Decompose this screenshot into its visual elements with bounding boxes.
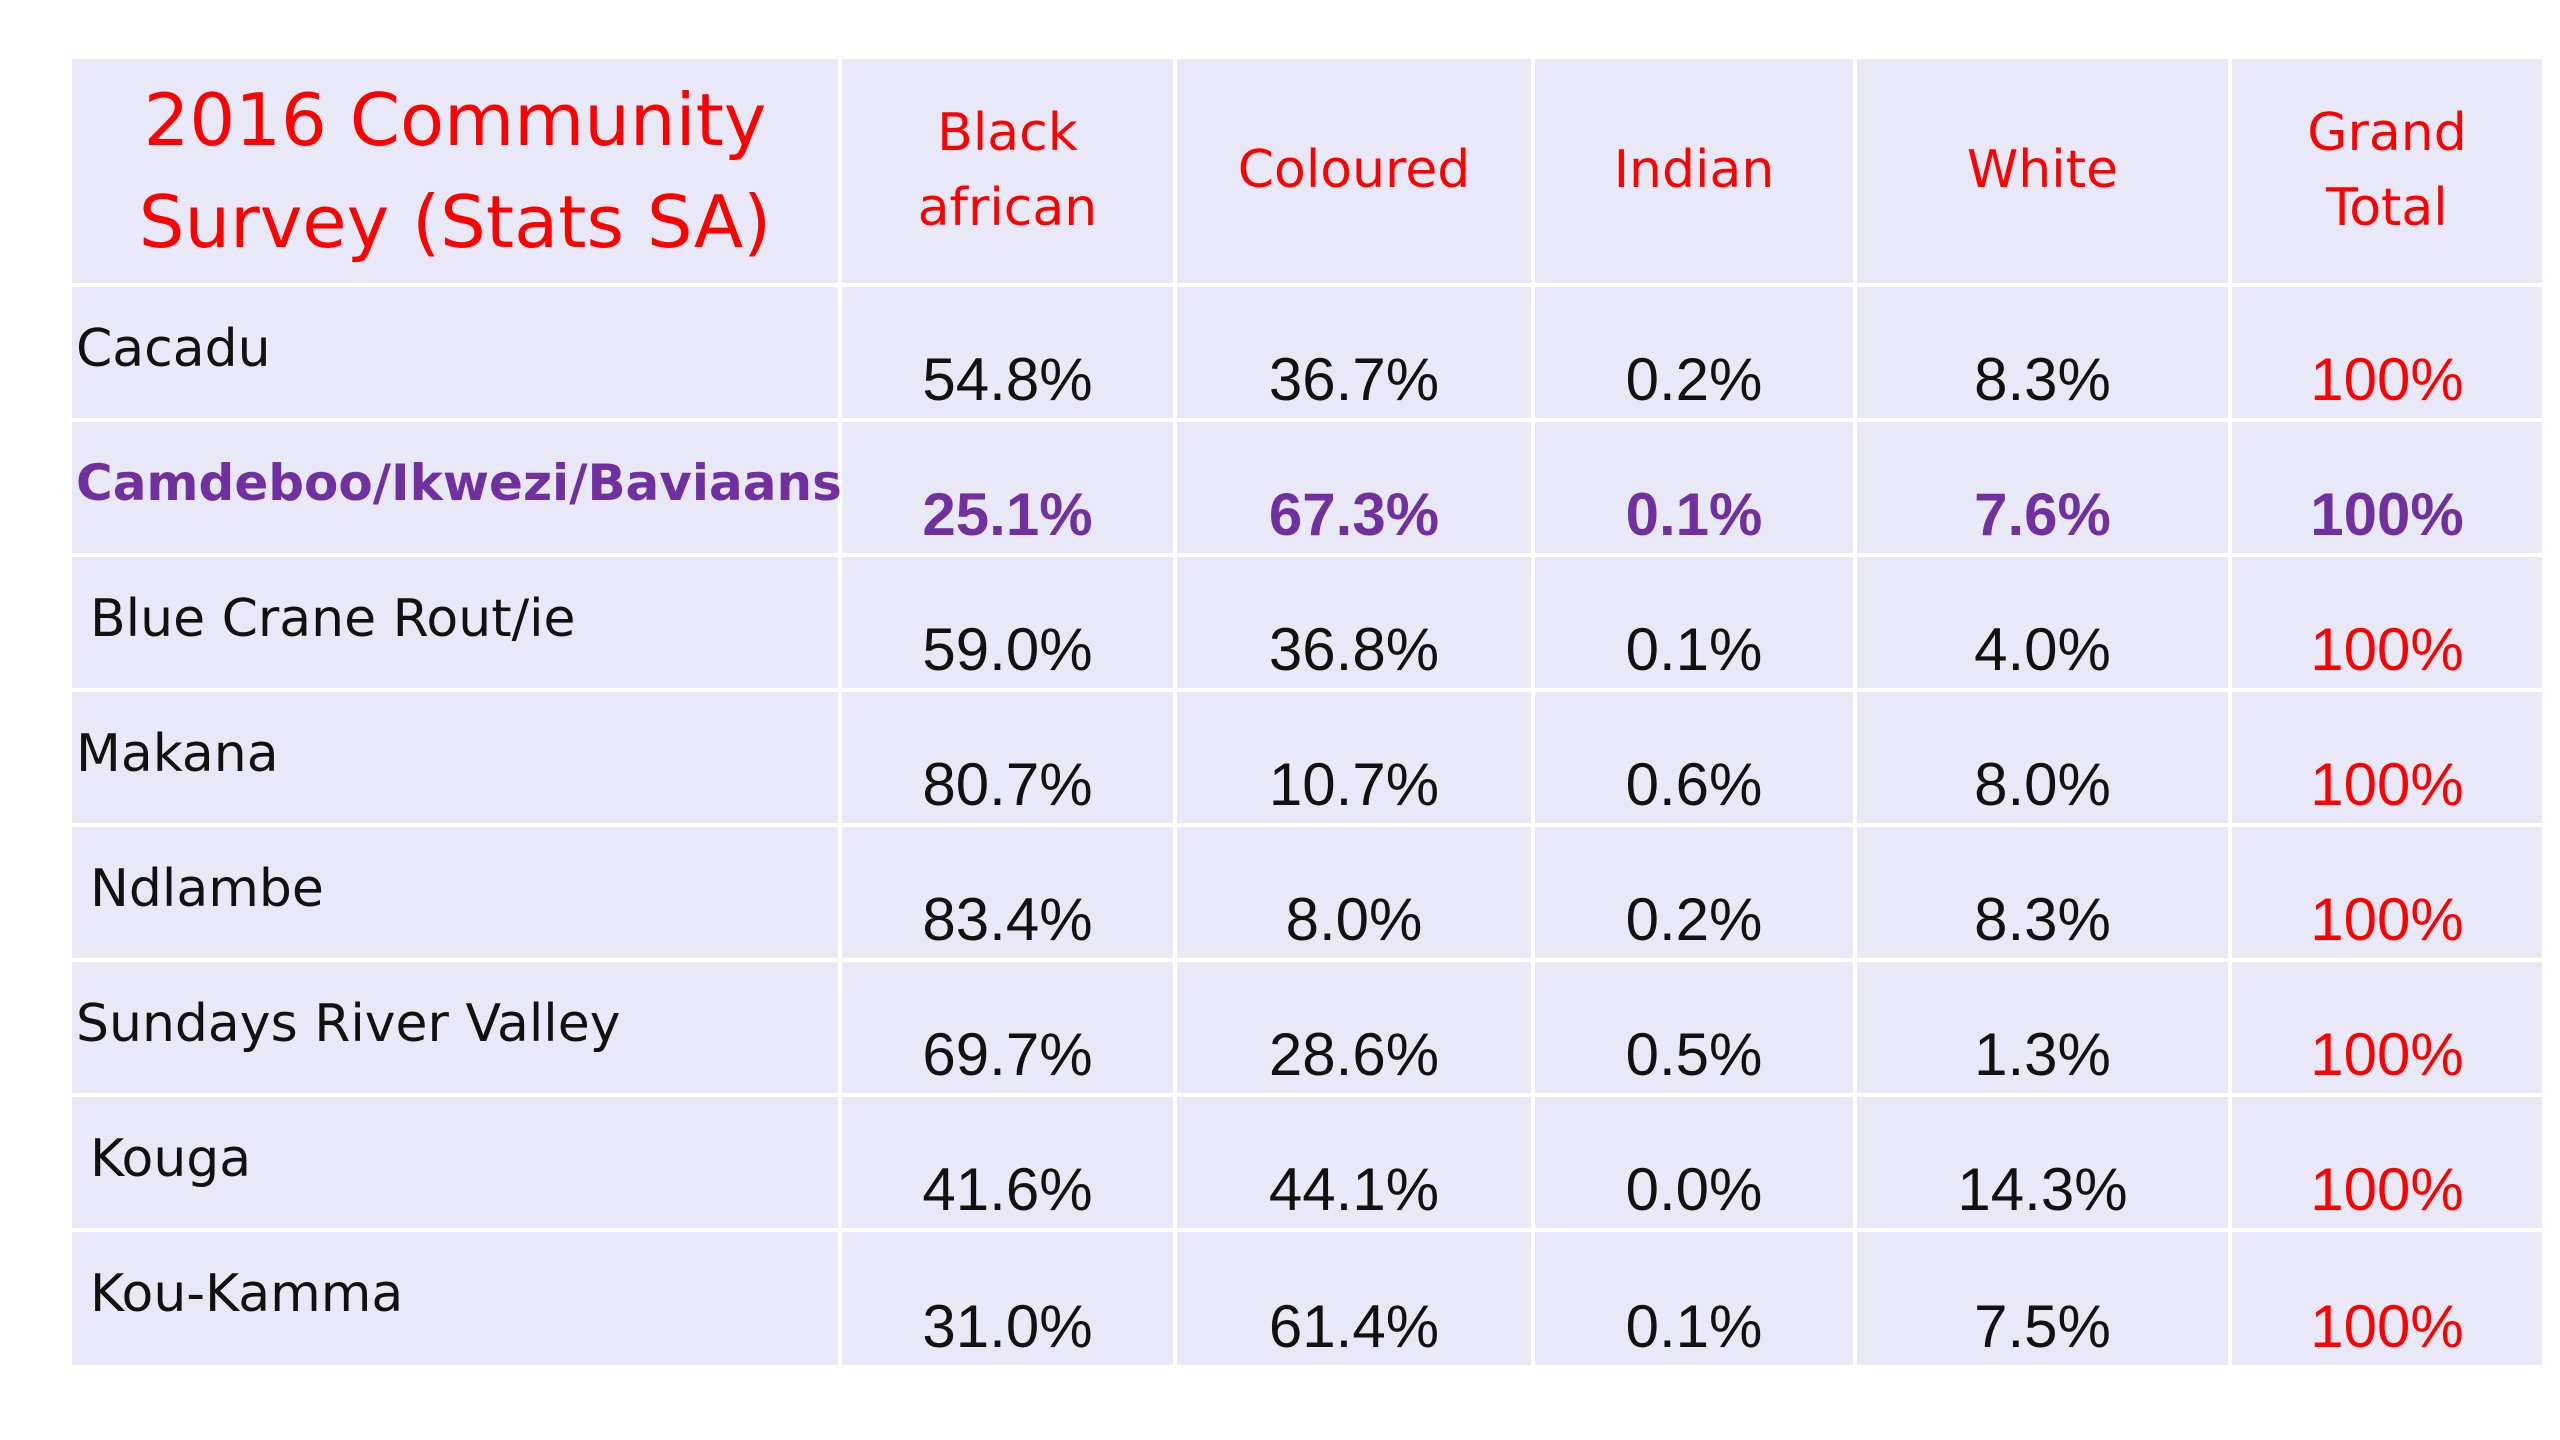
indian-value: 0.2% — [1533, 285, 1857, 422]
white-value: 8.3% — [1855, 825, 2232, 962]
grand-total-value: 100% — [2230, 690, 2542, 827]
region-name: Blue Crane Rout/ie — [72, 555, 842, 692]
white-value: 1.3% — [1855, 960, 2232, 1097]
white-value: 8.0% — [1855, 690, 2232, 827]
table-title: 2016 Community Survey (Stats SA) — [72, 59, 842, 287]
column-header-line1: Indian — [1613, 140, 1775, 201]
column-header-line1: Coloured — [1237, 140, 1471, 201]
table-row: Makana 80.7% 10.7% 0.6% 8.0% 100% — [72, 690, 2542, 827]
black-african-value: 41.6% — [840, 1095, 1177, 1232]
region-name: Kou-Kamma — [72, 1230, 842, 1365]
coloured-value: 61.4% — [1175, 1230, 1535, 1365]
grand-total-value: 100% — [2230, 285, 2542, 422]
table-title-line2: Survey (Stats SA) — [138, 180, 772, 264]
indian-value: 0.1% — [1533, 420, 1857, 557]
table-row: Ndlambe 83.4% 8.0% 0.2% 8.3% 100% — [72, 825, 2542, 962]
region-name: Kouga — [72, 1095, 842, 1232]
black-african-value: 25.1% — [840, 420, 1177, 557]
black-african-value: 80.7% — [840, 690, 1177, 827]
table-row: Blue Crane Rout/ie 59.0% 36.8% 0.1% 4.0%… — [72, 555, 2542, 692]
column-header-coloured: Coloured — [1175, 59, 1535, 287]
column-header-white: White — [1855, 59, 2232, 287]
column-header-line2: Total — [2326, 178, 2448, 238]
coloured-value: 36.8% — [1175, 555, 1535, 692]
white-value: 7.5% — [1855, 1230, 2232, 1365]
indian-value: 0.0% — [1533, 1095, 1857, 1232]
coloured-value: 28.6% — [1175, 960, 1535, 1097]
indian-value: 0.1% — [1533, 1230, 1857, 1365]
white-value: 7.6% — [1855, 420, 2232, 557]
indian-value: 0.2% — [1533, 825, 1857, 962]
grand-total-value: 100% — [2310, 1293, 2464, 1360]
region-name: Sundays River Valley — [72, 960, 842, 1097]
table-row: Cacadu 54.8% 36.7% 0.2% 8.3% 100% — [72, 285, 2542, 422]
table-row: Sundays River Valley 69.7% 28.6% 0.5% 1.… — [72, 960, 2542, 1097]
coloured-value: 10.7% — [1175, 690, 1535, 827]
column-header-line1: White — [1966, 140, 2119, 201]
region-name: Camdeboo/Ikwezi/Baviaans — [72, 420, 842, 557]
region-name: Cacadu — [72, 285, 842, 422]
coloured-value: 8.0% — [1175, 825, 1535, 962]
header-row: 2016 Community Survey (Stats SA) Black a… — [72, 59, 2542, 287]
white-value: 14.3% — [1855, 1095, 2232, 1232]
indian-value: 0.5% — [1533, 960, 1857, 1097]
grand-total-value: 100% — [2230, 555, 2542, 692]
black-african-value: 31.0% — [840, 1230, 1177, 1365]
black-african-value: 54.8% — [840, 285, 1177, 422]
white-value: 8.3% — [1855, 285, 2232, 422]
grand-total-value: 100% — [2230, 960, 2542, 1097]
column-header-line2: african — [917, 178, 1098, 238]
indian-value: 0.6% — [1533, 690, 1857, 827]
black-african-value: 59.0% — [840, 555, 1177, 692]
column-header-grand-total: Grand Total — [2230, 59, 2542, 287]
grand-total-value: 100% — [2230, 1095, 2542, 1232]
grand-total-value: 100% — [2230, 825, 2542, 962]
coloured-value: 36.7% — [1175, 285, 1535, 422]
column-header-indian: Indian — [1533, 59, 1857, 287]
coloured-value: 44.1% — [1175, 1095, 1535, 1232]
table-row: Kou-Kamma 31.0% 61.4% 0.1% 7.5% 100% — [72, 1230, 2542, 1365]
community-survey-table: 2016 Community Survey (Stats SA) Black a… — [72, 59, 2542, 1365]
white-value: 4.0% — [1855, 555, 2232, 692]
column-header-line1: Black — [937, 102, 1078, 163]
indian-value: 0.1% — [1533, 555, 1857, 692]
table-row: Kouga 41.6% 44.1% 0.0% 14.3% 100% — [72, 1095, 2542, 1232]
column-header-black-african: Black african — [840, 59, 1177, 287]
table-row-highlighted: Camdeboo/Ikwezi/Baviaans 25.1% 67.3% 0.1… — [72, 420, 2542, 557]
table-title-line1: 2016 Community — [143, 77, 767, 162]
coloured-value: 67.3% — [1175, 420, 1535, 557]
region-name: Makana — [72, 690, 842, 827]
grand-total-value: 100% — [2230, 420, 2542, 557]
black-african-value: 83.4% — [840, 825, 1177, 962]
column-header-line1: Grand — [2307, 102, 2467, 163]
region-name: Ndlambe — [72, 825, 842, 962]
black-african-value: 69.7% — [840, 960, 1177, 1097]
